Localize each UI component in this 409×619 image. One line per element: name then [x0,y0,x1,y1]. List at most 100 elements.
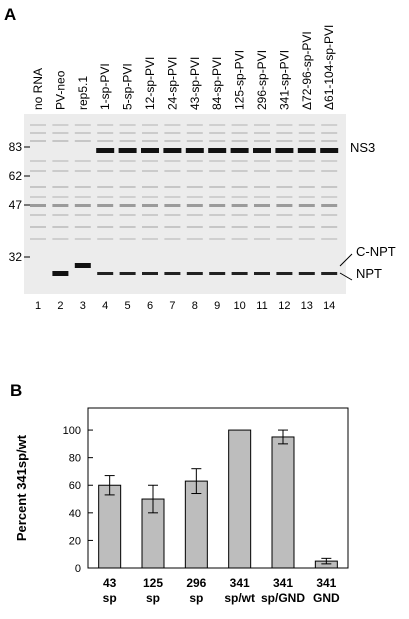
gel-band [298,214,315,216]
gel-band [74,196,91,198]
marker-label: 32 [9,250,23,264]
gel-band [298,186,315,188]
lane-label: 84-sp-PVI [210,57,224,110]
lane-number: 12 [278,300,290,312]
gel-band [209,132,226,134]
gel-band [186,214,203,216]
y-axis-label: Percent 341sp/wt [14,434,29,541]
lane-number: 1 [35,300,41,312]
lane-label: 12-sp-PVI [143,57,157,110]
lane-number: 7 [169,300,175,312]
marker-label: 83 [9,140,23,154]
gel-band [321,124,338,126]
gel-band [74,124,91,126]
gel-band [119,196,136,198]
x-tick-label: sp [146,591,160,605]
gel-band [254,170,270,172]
y-tick-label: 60 [69,480,81,492]
gel-band [164,238,181,240]
lane-number: 8 [192,300,198,312]
gel-band [164,140,181,142]
gel-band [209,170,226,172]
lane-label: PV-neo [53,70,67,110]
gel-band [142,204,158,207]
gel-band [186,160,203,162]
gel-band [52,196,69,198]
gel-band [185,148,204,153]
gel-band [30,214,46,216]
lane-number: 10 [233,300,245,312]
gel-band [231,140,248,142]
gel-band [321,140,338,142]
gel-band [164,272,181,275]
gel-band [97,272,114,275]
gel-band [254,196,270,198]
gel-band [164,132,181,134]
gel-band [230,148,249,153]
gel-band [74,204,91,207]
gel-band [254,272,270,275]
gel-band [298,226,315,228]
gel-band [276,186,293,188]
gel-band [254,160,270,162]
lane-number: 14 [323,300,335,312]
gel-band [209,196,226,198]
gel-band [30,238,46,240]
gel-band [276,226,293,228]
gel-band [30,132,46,134]
gel-band [321,238,338,240]
gel-band [209,238,226,240]
bar [98,484,122,569]
gel-band [74,160,91,162]
gel-band [30,226,46,228]
gel-band [142,186,158,188]
gel-band [254,226,270,228]
gel-band [209,204,226,207]
gel-band [231,226,248,228]
lane-label: 24-sp-PVI [165,57,179,110]
bar [271,436,295,569]
error-bar [321,557,332,565]
error-bar [278,429,288,445]
lane-label: 5-sp-PVI [121,63,135,110]
gel-band [276,214,293,216]
gel-band [52,271,69,276]
gel-band [231,160,248,162]
gel-band [298,204,315,207]
gel-band [163,148,182,153]
gel-band [276,196,293,198]
gel-band [276,238,293,240]
gel-band [119,204,136,207]
gel-band [209,214,226,216]
gel-band [164,196,181,198]
gel-band [276,204,293,207]
gel-band [96,148,115,153]
gel-band [186,196,203,198]
gel-band [142,238,158,240]
marker-label: 62 [9,169,23,183]
gel-band [186,140,203,142]
y-tick-label: 100 [63,425,81,437]
band-pointer [339,253,353,281]
gel-band [74,226,91,228]
x-tick-label: sp/wt [224,591,255,605]
gel-band [298,196,315,198]
gel-band [52,214,69,216]
gel-band [276,272,293,275]
lane-label: 341-sp-PVI [277,50,291,110]
lane-label: 1-sp-PVI [98,63,112,110]
gel-band [119,186,136,188]
gel-band [209,124,226,126]
gel-band [52,140,69,142]
lane-label: 125-sp-PVI [233,50,247,110]
gel-band [276,124,293,126]
gel-band [30,196,46,198]
gel-band [164,170,181,172]
gel [24,114,346,294]
error-bar [191,468,202,495]
gel-band [186,204,203,207]
gel-band [97,132,114,134]
gel-band [276,170,293,172]
lane-number: 4 [102,300,108,312]
